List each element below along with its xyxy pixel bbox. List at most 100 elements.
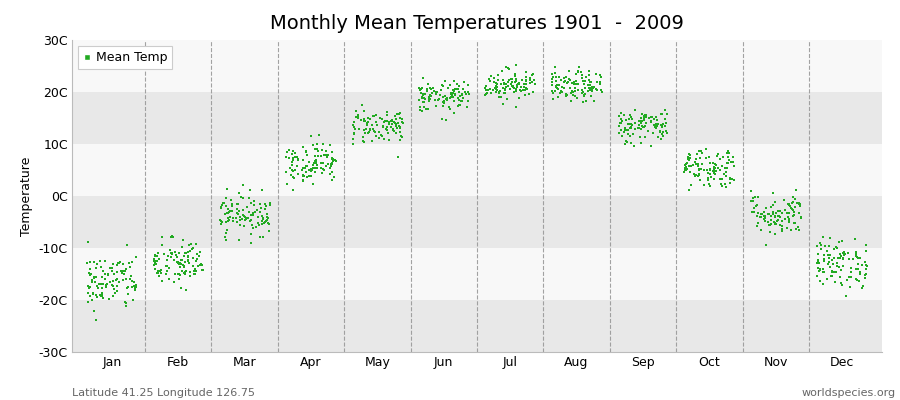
Point [382, 136, 396, 143]
Point [149, 270, 164, 276]
Point [788, 204, 802, 210]
Point [760, 211, 775, 217]
Point [88, 278, 103, 285]
Point [149, 257, 164, 264]
Point [299, 148, 313, 154]
Point [833, 280, 848, 286]
Point [491, 72, 505, 78]
Point [770, 220, 784, 227]
Point [556, 79, 571, 86]
Point [852, 269, 867, 275]
Point [658, 116, 672, 122]
Point [415, 92, 429, 98]
Point [580, 88, 595, 94]
Point [253, 201, 267, 207]
Point [715, 183, 729, 189]
Point [80, 260, 94, 266]
Point [450, 86, 464, 92]
Point [148, 258, 163, 264]
Point [479, 83, 493, 90]
Point [437, 78, 452, 84]
Point [422, 96, 436, 102]
Point [621, 131, 635, 138]
Point [823, 259, 837, 266]
Point [653, 128, 668, 134]
Point [751, 219, 765, 226]
Point [106, 261, 121, 267]
Point [160, 262, 175, 269]
Point [90, 283, 104, 289]
Point [679, 164, 693, 170]
Point [659, 120, 673, 127]
Point [424, 92, 438, 99]
Point [719, 184, 733, 190]
Point [379, 126, 393, 132]
Point [828, 278, 842, 285]
Point [419, 86, 434, 92]
Point [562, 76, 576, 82]
Point [822, 243, 836, 249]
Point [349, 114, 364, 120]
Point [562, 77, 577, 83]
Point [259, 218, 274, 224]
Point [349, 108, 364, 115]
Point [770, 207, 785, 214]
Point [453, 102, 467, 109]
Point [483, 78, 498, 84]
Point [122, 260, 136, 266]
Point [703, 182, 717, 189]
Point [766, 209, 780, 215]
Point [214, 202, 229, 208]
Point [354, 116, 368, 123]
Point [581, 85, 596, 91]
Point [192, 253, 206, 259]
Point [325, 155, 339, 161]
Point [687, 162, 701, 168]
Point [354, 117, 368, 124]
Point [700, 174, 715, 181]
Point [98, 258, 112, 264]
Point [560, 80, 574, 86]
Point [112, 279, 126, 286]
Point [490, 84, 504, 90]
Point [120, 242, 134, 248]
Point [782, 202, 796, 208]
Point [308, 153, 322, 159]
Point [373, 129, 387, 135]
Point [586, 85, 600, 91]
Point [518, 85, 533, 91]
Point [296, 172, 310, 178]
Point [581, 68, 596, 74]
Point [153, 268, 167, 274]
Point [214, 218, 229, 224]
Point [552, 82, 566, 88]
Point [459, 91, 473, 98]
Point [361, 130, 375, 136]
Point [521, 91, 535, 98]
Point [304, 172, 319, 179]
Point [94, 284, 109, 291]
Point [280, 181, 294, 187]
Point [298, 165, 312, 171]
Point [520, 86, 535, 92]
Point [692, 148, 706, 154]
Point [482, 76, 496, 82]
Point [116, 267, 130, 274]
Point [357, 118, 372, 124]
Point [836, 252, 850, 258]
Point [172, 250, 186, 256]
Point [501, 64, 516, 71]
Point [634, 119, 648, 126]
Point [256, 216, 270, 222]
Point [856, 282, 870, 289]
Point [238, 215, 253, 221]
Point [94, 281, 109, 288]
Point [693, 177, 707, 183]
Point [322, 165, 337, 171]
Point [858, 275, 872, 281]
Point [767, 219, 781, 226]
Point [456, 79, 471, 86]
Point [832, 264, 846, 270]
Point [792, 226, 806, 233]
Point [296, 172, 310, 179]
